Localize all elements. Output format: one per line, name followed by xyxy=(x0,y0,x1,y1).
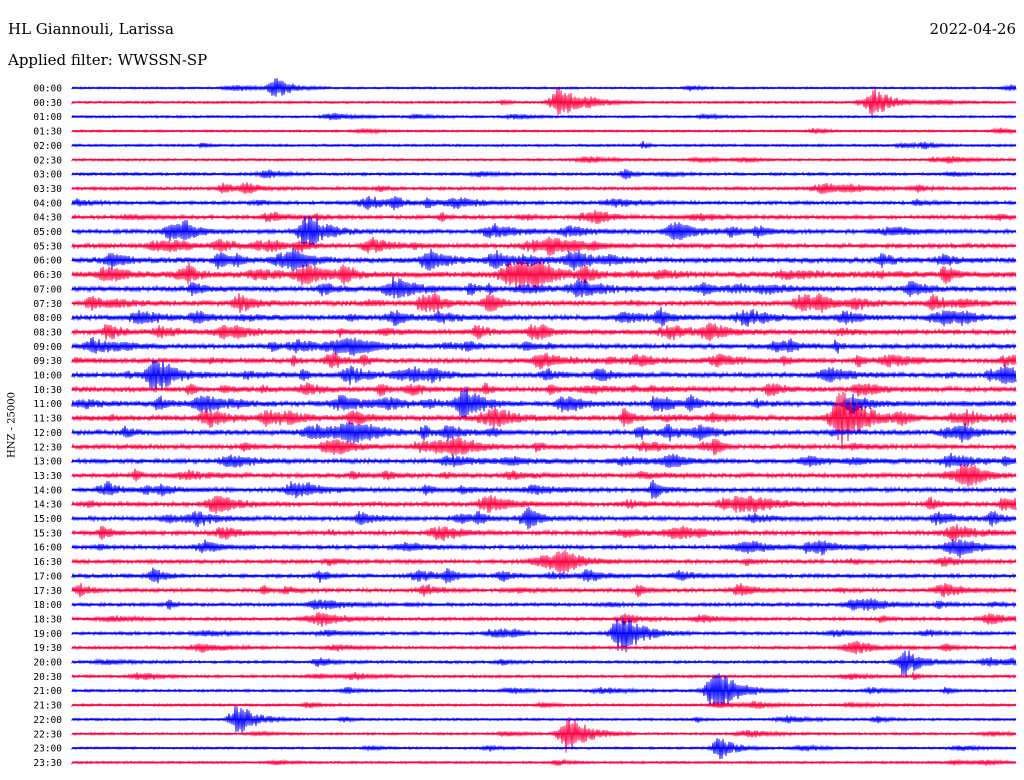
row-time-label: 03:30 xyxy=(33,184,62,195)
seismic-trace-row xyxy=(71,539,1017,559)
row-time-label: 09:30 xyxy=(33,356,62,367)
row-time-label: 01:00 xyxy=(33,112,62,123)
row-time-label: 23:00 xyxy=(33,744,62,755)
row-time-label: 18:00 xyxy=(33,600,62,611)
seismic-trace-row xyxy=(71,247,1017,271)
row-time-label: 12:30 xyxy=(33,442,62,453)
row-time-label: 06:30 xyxy=(33,270,62,281)
row-time-label: 02:30 xyxy=(33,155,62,166)
row-time-label: 05:00 xyxy=(33,227,62,238)
row-time-label: 10:00 xyxy=(33,371,62,382)
row-time-label: 04:00 xyxy=(33,198,62,209)
row-time-label: 16:00 xyxy=(33,543,62,554)
row-time-label: 10:30 xyxy=(33,385,62,396)
row-time-label: 19:30 xyxy=(33,643,62,654)
row-time-label: 12:00 xyxy=(33,428,62,439)
row-time-label: 17:30 xyxy=(33,586,62,597)
row-time-label: 01:30 xyxy=(33,127,62,138)
row-time-label: 22:00 xyxy=(33,715,62,726)
row-time-label: 11:00 xyxy=(33,399,62,410)
row-time-label: 23:30 xyxy=(33,758,62,769)
row-time-label: 15:30 xyxy=(33,528,62,539)
row-time-label: 18:30 xyxy=(33,614,62,625)
date-label: 2022-04-26 xyxy=(929,20,1016,38)
row-time-label: 06:00 xyxy=(33,256,62,267)
row-time-label: 16:30 xyxy=(33,557,62,568)
row-time-label: 02:00 xyxy=(33,141,62,152)
row-time-label: 03:00 xyxy=(33,170,62,181)
row-time-label: 11:30 xyxy=(33,414,62,425)
row-time-label: 20:30 xyxy=(33,672,62,683)
row-time-label: 05:30 xyxy=(33,241,62,252)
row-time-label: 08:30 xyxy=(33,327,62,338)
filter-label: Applied filter: WWSSN-SP xyxy=(8,51,208,69)
row-time-label: 14:00 xyxy=(33,485,62,496)
row-time-label: 00:00 xyxy=(33,84,62,95)
row-time-label: 07:30 xyxy=(33,299,62,310)
row-time-label: 22:30 xyxy=(33,729,62,740)
row-time-label: 13:00 xyxy=(33,457,62,468)
row-time-label: 21:30 xyxy=(33,701,62,712)
seismic-trace-row xyxy=(71,717,1017,753)
row-time-label: 09:00 xyxy=(33,342,62,353)
row-time-label: 19:00 xyxy=(33,629,62,640)
row-time-label: 14:30 xyxy=(33,500,62,511)
row-time-label: 08:00 xyxy=(33,313,62,324)
seismic-trace-row xyxy=(71,452,1017,468)
row-time-label: 20:00 xyxy=(33,658,62,669)
row-time-label: 07:00 xyxy=(33,284,62,295)
row-time-label: 17:00 xyxy=(33,571,62,582)
row-time-label: 15:00 xyxy=(33,514,62,525)
seismic-trace-row xyxy=(71,650,1017,676)
row-time-label: 04:30 xyxy=(33,213,62,224)
row-time-label: 13:30 xyxy=(33,471,62,482)
station-title: HL Giannouli, Larissa xyxy=(8,20,174,38)
row-time-label: 00:30 xyxy=(33,98,62,109)
row-time-label: 21:00 xyxy=(33,686,62,697)
